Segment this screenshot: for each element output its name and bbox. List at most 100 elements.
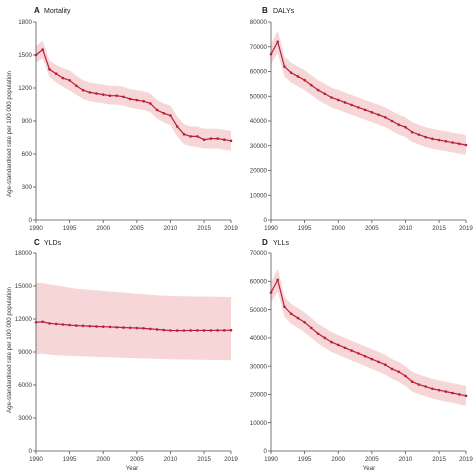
y-tick-label: 3000 (18, 415, 32, 422)
data-point (81, 324, 85, 328)
data-point (437, 138, 441, 142)
data-point (363, 108, 367, 112)
data-point (404, 374, 407, 378)
data-point (289, 312, 293, 316)
data-point (61, 323, 65, 326)
y-tick-label: 60000 (250, 278, 268, 285)
data-point (182, 132, 186, 136)
x-tick-label: 2005 (130, 225, 144, 232)
data-point (451, 141, 454, 144)
x-tick-label: 1995 (298, 456, 312, 463)
data-point (424, 385, 427, 388)
panel-d-plot: 0 10000 20000 30000 40000 50000 60000 70000 1990… (250, 250, 474, 463)
data-point (149, 327, 152, 331)
data-point (189, 329, 192, 332)
data-point (155, 108, 159, 112)
data-point (431, 137, 434, 141)
y-tick-label: 50000 (250, 307, 268, 314)
data-point (296, 75, 300, 78)
y-tick-label: 60000 (250, 69, 268, 76)
panel-a-letter: A (34, 6, 40, 15)
data-point (444, 139, 448, 143)
data-point (390, 119, 394, 123)
y-tick-label: 6000 (18, 382, 32, 389)
y-tick-label: 70000 (250, 250, 268, 257)
panel-a-ylabel: Age-standardised rate per 100 000 popula… (6, 70, 13, 196)
x-tick-label: 2019 (224, 225, 238, 232)
data-point (336, 98, 340, 102)
panel-c: C YLDs Age-standardised rate per 100 000… (6, 238, 238, 472)
data-point (310, 326, 313, 330)
x-tick-label: 2005 (130, 456, 144, 463)
data-point (357, 106, 360, 109)
x-tick-label: 2019 (459, 225, 473, 232)
data-point (269, 52, 273, 56)
y-tick-label: 300 (22, 184, 33, 191)
data-point (464, 394, 468, 398)
panel-c-letter: C (34, 238, 40, 247)
y-tick-label: 40000 (250, 118, 268, 125)
series-line (270, 278, 467, 397)
data-point (202, 329, 206, 332)
data-point (310, 83, 313, 87)
data-point (370, 111, 374, 114)
x-tick-label: 2015 (197, 225, 211, 232)
panel-c-xlabel: Year (126, 465, 139, 472)
data-point (142, 99, 145, 103)
x-tick-label: 2015 (197, 456, 211, 463)
y-tick-label: 80000 (250, 19, 268, 26)
data-point (95, 325, 98, 328)
data-point (196, 135, 199, 138)
data-point (323, 336, 327, 340)
panel-a-plot: 0 300 600 900 1200 1500 1800 1990 1995 2000 2005 20… (18, 19, 238, 232)
data-point (330, 96, 333, 99)
data-point (48, 68, 51, 71)
x-tick-label: 2015 (432, 456, 446, 463)
data-point (316, 88, 320, 92)
data-point (216, 329, 219, 332)
x-tick-label: 2000 (96, 225, 110, 232)
data-point (162, 328, 166, 332)
data-point (175, 329, 179, 332)
data-point (323, 92, 327, 96)
data-point (101, 93, 105, 96)
data-point (81, 88, 85, 92)
x-tick-label: 2010 (399, 225, 413, 232)
y-tick-label: 9000 (18, 349, 32, 356)
data-point (350, 103, 353, 107)
y-tick-label: 15000 (15, 283, 33, 290)
x-tick-label: 1995 (63, 456, 77, 463)
data-point (404, 125, 407, 129)
panel-d-letter: D (262, 238, 268, 247)
data-point (54, 322, 58, 326)
y-tick-label: 20000 (250, 168, 268, 175)
data-point (431, 387, 434, 391)
data-point (343, 101, 347, 104)
data-point (209, 137, 213, 140)
data-point (417, 383, 421, 386)
panel-d-xlabel: Year (363, 465, 376, 472)
data-point (209, 329, 213, 332)
x-tick-label: 1995 (298, 225, 312, 232)
data-point (451, 391, 454, 395)
data-point (115, 325, 118, 329)
data-point (316, 332, 320, 335)
y-tick-label: 20000 (250, 392, 268, 399)
x-tick-label: 2015 (432, 225, 446, 232)
data-point (169, 114, 172, 117)
y-tick-label: 600 (22, 151, 33, 158)
x-tick-label: 1990 (29, 456, 43, 463)
x-tick-label: 2000 (331, 225, 345, 232)
data-point (397, 370, 401, 374)
data-point (283, 65, 286, 68)
data-point (182, 329, 186, 332)
y-tick-label: 12000 (15, 316, 33, 323)
data-point (128, 97, 132, 101)
data-point (34, 53, 38, 57)
uncertainty-band (271, 268, 466, 406)
data-point (390, 367, 394, 371)
data-point (336, 343, 340, 347)
panel-c-ylabel: Age-standardised rate per 100 000 popula… (6, 286, 13, 412)
x-tick-label: 2010 (164, 456, 178, 463)
data-point (101, 325, 105, 329)
